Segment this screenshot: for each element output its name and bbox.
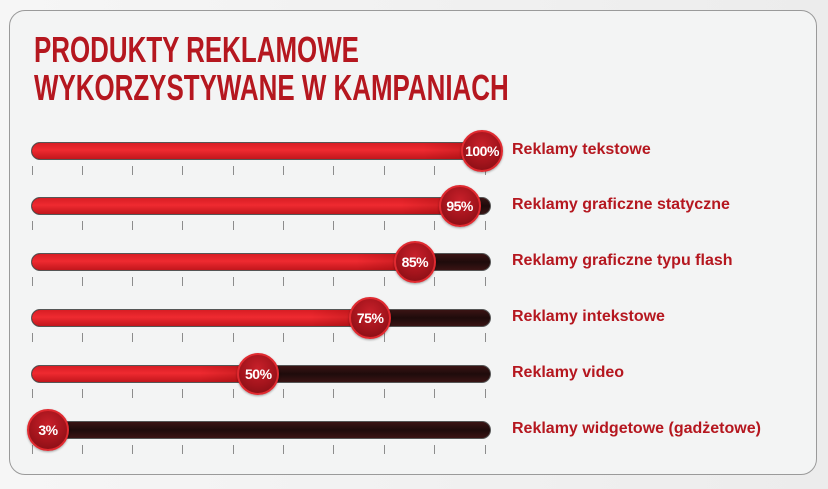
tick-mark xyxy=(283,166,284,175)
bar-track xyxy=(31,197,491,215)
tick-mark xyxy=(283,389,284,398)
tick-mark xyxy=(132,221,133,230)
value-badge: 50% xyxy=(237,353,280,395)
tick-mark xyxy=(434,277,435,286)
tick-mark xyxy=(384,166,385,175)
tick-mark xyxy=(384,333,385,342)
tick-mark xyxy=(283,221,284,230)
tick-mark xyxy=(485,333,486,342)
tick-mark xyxy=(82,277,83,286)
bar-label: Reklamy graficzne statyczne xyxy=(512,196,730,213)
tick-mark xyxy=(182,445,183,454)
tick-mark xyxy=(233,389,234,398)
tick-mark xyxy=(182,333,183,342)
tick-marks xyxy=(0,166,828,176)
tick-mark xyxy=(182,389,183,398)
tick-mark xyxy=(132,445,133,454)
tick-mark xyxy=(132,166,133,175)
bar-label: Reklamy tekstowe xyxy=(512,141,651,158)
tick-mark xyxy=(32,166,33,175)
tick-mark xyxy=(283,277,284,286)
tick-mark xyxy=(82,166,83,175)
bar-row: 95% Reklamy graficzne statyczne xyxy=(0,0,828,230)
tick-mark xyxy=(485,445,486,454)
tick-mark xyxy=(82,389,83,398)
tick-marks xyxy=(0,445,828,455)
tick-mark xyxy=(182,277,183,286)
tick-mark xyxy=(82,221,83,230)
value-badge: 95% xyxy=(438,185,481,227)
tick-mark xyxy=(434,221,435,230)
tick-mark xyxy=(32,221,33,230)
bar-row: 3% Reklamy widgetowe (gadżetowe) xyxy=(0,0,828,454)
tick-mark xyxy=(182,221,183,230)
bar-label: Reklamy intekstowe xyxy=(512,308,665,325)
tick-mark xyxy=(384,445,385,454)
tick-marks xyxy=(0,277,828,287)
tick-mark xyxy=(434,166,435,175)
tick-mark xyxy=(233,221,234,230)
chart-title-line-2: WYKORZYSTYWANE W KAMPANIACH xyxy=(34,67,509,108)
tick-mark xyxy=(233,277,234,286)
tick-mark xyxy=(333,445,334,454)
tick-mark xyxy=(233,333,234,342)
tick-mark xyxy=(82,445,83,454)
tick-mark xyxy=(32,389,33,398)
tick-mark xyxy=(333,389,334,398)
chart-title-line-1: PRODUKTY REKLAMOWE xyxy=(34,29,359,70)
tick-mark xyxy=(333,333,334,342)
value-badge: 75% xyxy=(349,297,392,339)
tick-mark xyxy=(384,389,385,398)
bar-row: 85% Reklamy graficzne typu flash xyxy=(0,0,828,286)
value-badge: 3% xyxy=(27,409,69,451)
bar-row: 75% Reklamy intekstowe xyxy=(0,0,828,342)
tick-mark xyxy=(333,221,334,230)
bar-fill xyxy=(32,366,260,382)
tick-mark xyxy=(434,333,435,342)
tick-mark xyxy=(233,445,234,454)
tick-mark xyxy=(485,389,486,398)
bar-track xyxy=(31,142,491,160)
bar-fill xyxy=(32,310,372,326)
tick-marks xyxy=(0,389,828,399)
bar-row: 100% Reklamy tekstowe xyxy=(0,0,828,175)
tick-mark xyxy=(333,277,334,286)
tick-mark xyxy=(485,221,486,230)
tick-mark xyxy=(485,277,486,286)
tick-mark xyxy=(434,389,435,398)
tick-mark xyxy=(233,166,234,175)
tick-mark xyxy=(32,277,33,286)
bar-label: Reklamy video xyxy=(512,364,625,381)
tick-mark xyxy=(283,333,284,342)
tick-mark xyxy=(132,277,133,286)
bar-fill xyxy=(32,198,461,214)
tick-marks xyxy=(0,333,828,343)
value-badge: 85% xyxy=(393,241,436,283)
bar-row: 50% Reklamy video xyxy=(0,0,828,398)
bar-fill xyxy=(32,143,483,159)
chart-title: PRODUKTY REKLAMOWE WYKORZYSTYWANE W KAMP… xyxy=(34,31,509,107)
tick-mark xyxy=(283,445,284,454)
bar-track xyxy=(31,309,491,327)
tick-mark xyxy=(132,389,133,398)
tick-mark xyxy=(32,333,33,342)
tick-mark xyxy=(434,445,435,454)
tick-mark xyxy=(82,333,83,342)
value-badge: 100% xyxy=(461,130,503,172)
bar-label: Reklamy graficzne typu flash xyxy=(512,252,733,269)
tick-marks xyxy=(0,221,828,231)
tick-mark xyxy=(132,333,133,342)
bar-fill xyxy=(32,254,416,270)
bar-track xyxy=(31,421,491,439)
tick-mark xyxy=(384,221,385,230)
tick-mark xyxy=(32,445,33,454)
tick-mark xyxy=(384,277,385,286)
tick-mark xyxy=(333,166,334,175)
bar-label: Reklamy widgetowe (gadżetowe) xyxy=(512,420,761,437)
tick-mark xyxy=(182,166,183,175)
